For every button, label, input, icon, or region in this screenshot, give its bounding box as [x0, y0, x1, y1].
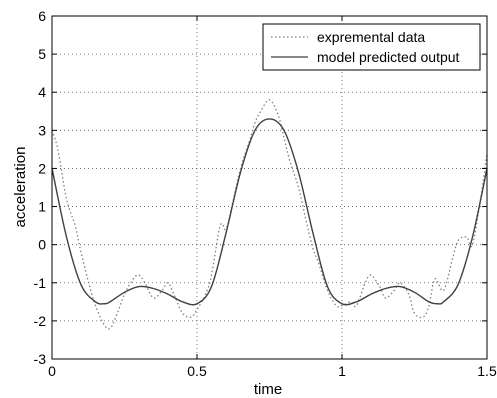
x-axis-label: time [254, 381, 282, 398]
grid [52, 16, 487, 359]
x-tick-label: 0.5 [187, 363, 207, 379]
plot-background [52, 16, 487, 359]
ticks [51, 15, 488, 360]
y-tick-label: -3 [34, 351, 47, 367]
x-tick-label: 1.5 [477, 363, 497, 379]
legend-box [262, 23, 481, 71]
series-line-model [51, 118, 488, 306]
y-tick-label: -2 [34, 313, 47, 329]
plot-frame [51, 15, 488, 360]
y-tick-label: 1 [38, 199, 46, 215]
legend-label-experimental: expremental data [317, 29, 425, 45]
y-tick-label: 4 [38, 84, 46, 100]
y-tick-label: 5 [38, 46, 46, 62]
legend: expremental data model predicted output [262, 23, 481, 71]
x-tick-label: 1 [338, 363, 346, 379]
legend-label-model: model predicted output [317, 49, 460, 65]
y-tick-label: 2 [38, 160, 46, 176]
series-layer [51, 99, 488, 330]
y-tick-label: -1 [34, 275, 47, 291]
x-tick-label: 0 [48, 363, 56, 379]
series-line-experimental [51, 99, 488, 330]
y-axis-label: acceleration [12, 147, 29, 228]
y-tick-label: 0 [38, 237, 46, 253]
y-tick-label: 3 [38, 122, 46, 138]
y-tick-label: 6 [38, 8, 46, 24]
tick-labels: 0 0.5 1 1.5 -3 -2 -1 0 1 2 3 4 5 6 [34, 8, 497, 379]
